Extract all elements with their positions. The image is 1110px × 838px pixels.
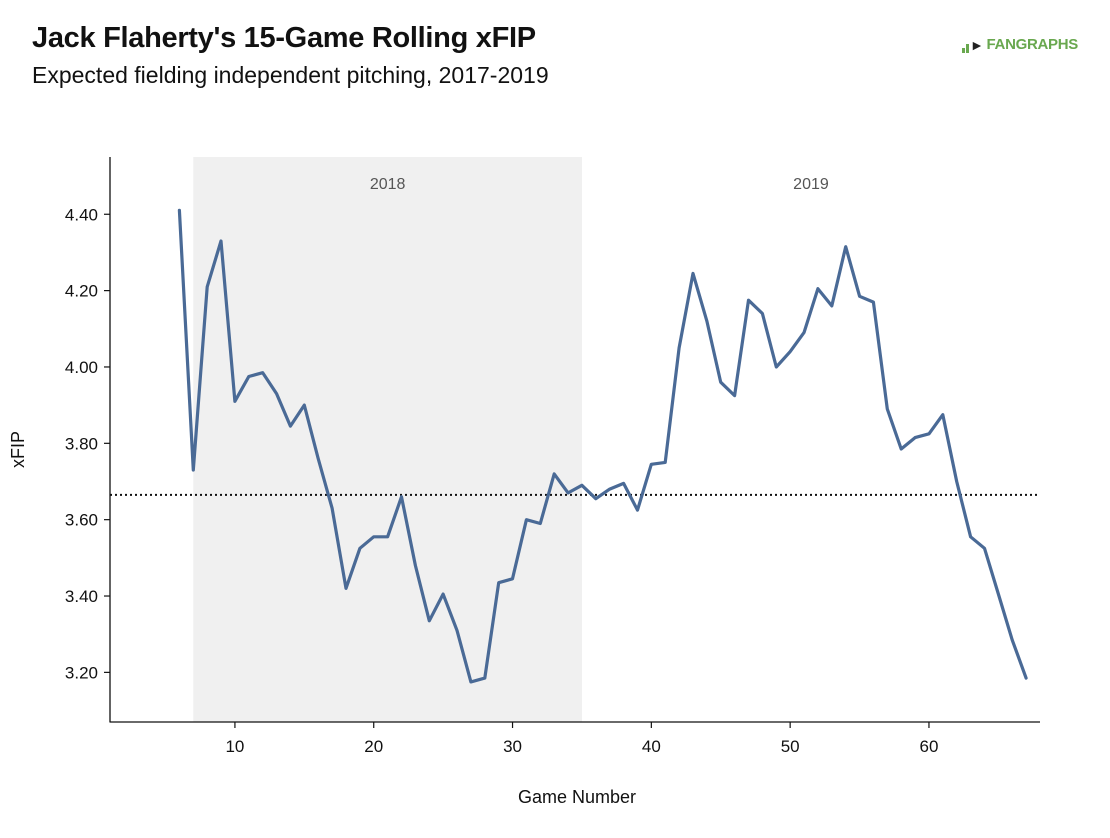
chart-title: Jack Flaherty's 15-Game Rolling xFIP [32,22,536,54]
x-tick-label: 10 [225,737,244,756]
x-tick-label: 20 [364,737,383,756]
x-axis-title: Game Number [518,787,636,807]
season-band-2018 [193,157,582,722]
xfip-series-line [177,208,1028,684]
x-tick-label: 50 [781,737,800,756]
x-tick-label: 40 [642,737,661,756]
fangraphs-logo-text: FANGRAPHS [986,36,1079,53]
y-tick-label: 4.40 [65,205,98,224]
y-tick-label: 3.60 [65,511,98,530]
y-tick-label: 3.40 [65,587,98,606]
y-tick-label: 3.80 [65,434,98,453]
chart-subtitle: Expected fielding independent pitching, … [32,62,549,88]
fangraphs-logo: ► FANGRAPHS [961,36,1079,53]
y-tick-label: 3.20 [65,663,98,682]
y-axis-title: xFIP [8,431,28,468]
season-label-2019: 2019 [793,176,829,193]
x-tick-label: 60 [919,737,938,756]
x-tick-label: 30 [503,737,522,756]
y-tick-label: 4.20 [65,282,98,301]
fangraphs-logo-icon: ► [961,37,985,53]
season-label-2018: 2018 [370,176,406,193]
y-tick-label: 4.00 [65,358,98,377]
